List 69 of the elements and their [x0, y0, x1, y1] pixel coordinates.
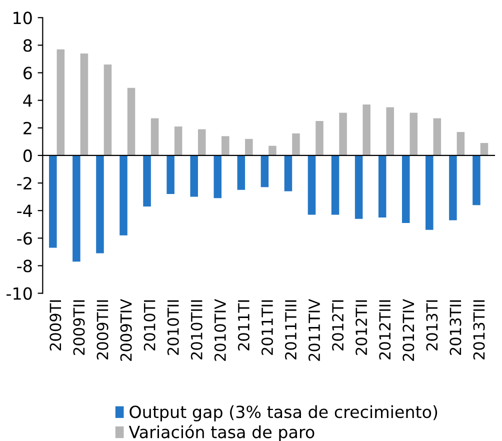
- bar: [104, 64, 112, 156]
- bar: [96, 155, 104, 254]
- bar: [316, 121, 324, 156]
- x-tick-label: 2010TI: [144, 300, 156, 350]
- x-tick-label: 2012TIV: [402, 298, 414, 361]
- x-tick-label: 2009TIII: [96, 300, 108, 360]
- bar: [402, 155, 410, 223]
- x-tick-label: 2009TII: [73, 300, 85, 355]
- bar: [284, 155, 292, 192]
- x-tick-label: 2013TIII: [473, 300, 485, 360]
- bar: [386, 107, 394, 156]
- bar: [331, 155, 340, 215]
- bar: [198, 129, 206, 156]
- y-tick-label: 10: [14, 12, 32, 24]
- bar: [127, 88, 136, 156]
- y-tick-label: 4: [23, 94, 32, 107]
- bar: [143, 155, 151, 206]
- x-tick-label: 2012TIII: [379, 300, 391, 360]
- bar: [49, 155, 57, 248]
- bar: [237, 155, 246, 190]
- bar: [480, 143, 488, 156]
- y-tick-label: 2: [24, 122, 32, 134]
- bar: [72, 155, 80, 262]
- y-tick-label: -4: [17, 204, 32, 217]
- bar: [80, 53, 88, 156]
- x-tick-label: 2011TII: [261, 300, 274, 355]
- bar: [268, 146, 276, 156]
- x-tick-label: 2009TIV: [120, 298, 132, 361]
- bar: [308, 155, 316, 215]
- y-tick-label: 0: [23, 149, 32, 162]
- bar: [426, 155, 434, 230]
- bar: [214, 155, 222, 198]
- bar: [222, 136, 230, 156]
- x-tick-label: 2009TI: [50, 300, 62, 350]
- x-tick-label: 2010TII: [167, 300, 179, 355]
- bar: [472, 155, 480, 206]
- bar: [456, 132, 465, 156]
- x-tick-label: 2013TII: [450, 300, 462, 355]
- x-tick-label: 2010TIV: [214, 298, 226, 361]
- x-tick-label: 2010TIII: [190, 300, 202, 360]
- bar: [120, 155, 128, 236]
- x-tick-label: 2013TI: [426, 300, 438, 350]
- bar: [292, 133, 300, 156]
- bar: [56, 49, 65, 156]
- bar: [190, 155, 198, 197]
- bar: [166, 155, 174, 194]
- y-tick-label: -2: [17, 176, 32, 190]
- x-tick-label: 2011TIV: [308, 298, 320, 361]
- bar: [150, 118, 159, 156]
- bar: [354, 155, 363, 219]
- bar: [245, 138, 253, 156]
- x-tick-label: 2011TI: [238, 300, 250, 350]
- bar: [339, 112, 347, 156]
- bar: [410, 112, 418, 156]
- legend-label: Output gap (3% tasa de crecimiento): [130, 405, 438, 422]
- y-tick-label: -8: [17, 260, 32, 272]
- bar: [378, 155, 386, 218]
- bar: [362, 104, 370, 156]
- y-tick-label: 6: [24, 66, 32, 80]
- y-tick-label: -10: [6, 287, 32, 300]
- x-tick-label: 2012TII: [356, 300, 368, 355]
- bar: [433, 118, 442, 156]
- bar: [449, 155, 457, 220]
- x-tick-label: 2012TI: [332, 300, 344, 350]
- y-tick-label: -6: [17, 232, 32, 245]
- bar: [260, 155, 269, 188]
- y-tick-label: 8: [23, 39, 32, 52]
- bar: [174, 126, 182, 156]
- x-tick-label: 2011TIII: [284, 300, 297, 360]
